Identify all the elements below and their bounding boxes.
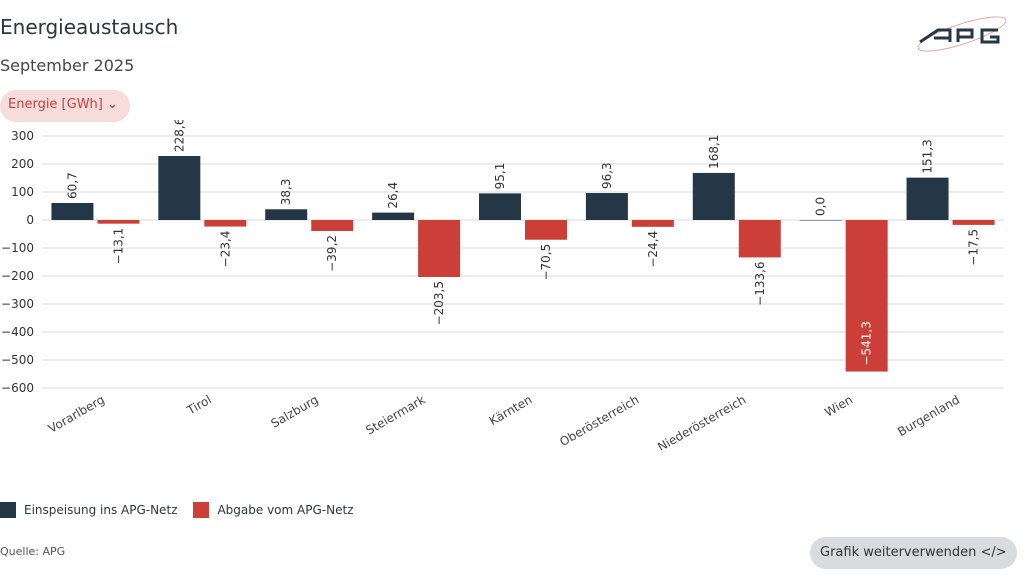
x-tick-label: Steiermark [363,392,427,437]
y-tick-label: −100 [1,241,34,255]
bar-abgabe [738,220,781,258]
bar-abgabe [952,220,995,225]
unit-selector[interactable]: Energie [GWh] ⌄ [0,90,130,122]
x-tick-label: Salzburg [269,392,321,430]
bar-abgabe [525,220,567,240]
bar-einspeisung [372,212,415,220]
data-label: −203,5 [432,281,446,325]
data-label: 96,3 [600,162,614,189]
data-label: 151,3 [921,139,935,173]
bar-einspeisung [692,172,735,220]
data-label: 228,6 [172,120,186,152]
bar-abgabe [204,220,247,227]
bar-einspeisung [479,193,521,220]
legend-label-abgabe[interactable]: Abgabe vom APG-Netz [217,503,354,517]
legend-swatch-einspeisung [0,502,16,518]
reuse-graphic-button[interactable]: Grafik weiterverwenden </> [810,537,1017,569]
chevron-down-icon: ⌄ [107,97,118,112]
chart-subtitle: September 2025 [0,56,135,75]
bar-abgabe [97,220,140,224]
y-tick-label: 0 [26,213,34,227]
data-label: −541,3 [860,321,874,365]
x-tick-label: Tirol [184,392,214,417]
bar-abgabe [631,220,674,227]
bar-einspeisung [265,209,308,220]
x-tick-label: Oberösterreich [557,392,641,449]
data-label: 38,3 [279,179,293,206]
data-label: −17,5 [967,229,981,266]
x-tick-label: Wien [822,392,855,419]
bar-einspeisung [906,177,949,220]
data-label: −70,5 [539,244,553,281]
apg-logo [917,16,1007,52]
source-note: Quelle: APG [0,545,66,558]
y-tick-label: −600 [1,381,34,395]
bar-einspeisung [799,220,842,221]
legend-swatch-abgabe [193,502,210,518]
x-tick-label: Vorarlberg [46,392,107,435]
chart-title: Energieaustausch [0,15,179,39]
data-label: 168,1 [707,135,721,169]
bar-abgabe [418,220,461,277]
bar-einspeisung [51,203,94,220]
bar-abgabe [311,220,354,231]
y-tick-label: −300 [1,297,34,311]
unit-selector-label: Energie [GWh] [8,97,103,112]
data-label: 26,4 [386,182,400,209]
y-tick-label: 200 [11,157,34,171]
legend-label-einspeisung[interactable]: Einspeisung ins APG-Netz [24,503,178,517]
y-tick-label: 300 [11,129,34,143]
y-tick-label: −200 [1,269,34,283]
data-label: 95,1 [493,163,507,190]
data-label: −39,2 [325,235,339,272]
bar-einspeisung [585,193,628,220]
bar-einspeisung [158,155,201,220]
x-tick-label: Burgenland [895,392,962,439]
data-label: −24,4 [646,231,660,268]
x-tick-label: Niederösterreich [655,392,748,450]
data-label: −13,1 [111,228,125,265]
bar-chart: 300 200 100 0 −100 −200 −300 −400 −500 −600 60,7 −1… [1,120,1004,450]
y-tick-label: −400 [1,325,34,339]
y-tick-label: −500 [1,353,34,367]
data-label: 0,0 [814,197,828,216]
y-tick-label: 100 [11,185,34,199]
data-label: −133,6 [753,261,767,305]
data-label: 60,7 [65,172,79,199]
x-tick-label: Kärnten [487,392,535,428]
bar-abgabe [845,220,888,372]
legend: Einspeisung ins APG-Netz Abgabe vom APG-… [0,502,353,518]
data-label: −23,4 [218,231,232,268]
